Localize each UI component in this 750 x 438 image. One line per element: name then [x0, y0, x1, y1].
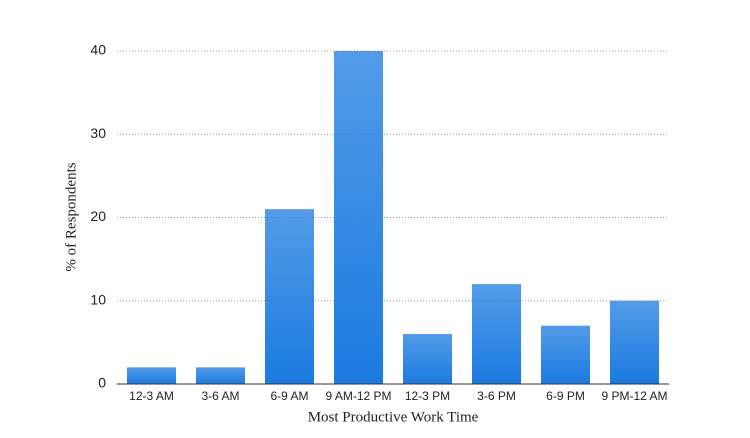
bar [472, 284, 521, 384]
y-axis-label: % of Respondents [63, 162, 79, 271]
y-tick-label: 20 [90, 208, 106, 224]
bar [541, 325, 590, 384]
y-tick-label: 10 [90, 291, 106, 307]
x-tick-label: 12-3 PM [405, 389, 450, 403]
bar [265, 209, 314, 384]
x-tick-label: 3-6 PM [477, 389, 516, 403]
y-tick-label: 0 [98, 375, 106, 391]
x-tick-label: 12-3 AM [129, 389, 174, 403]
x-tick-label: 6-9 AM [270, 389, 308, 403]
bar [610, 300, 659, 384]
x-tick-label: 6-9 PM [546, 389, 585, 403]
y-tick-label: 30 [90, 125, 106, 141]
bar [196, 367, 245, 384]
x-tick-label: 9 PM-12 AM [601, 389, 667, 403]
x-axis-label: Most Productive Work Time [308, 409, 479, 425]
bar [403, 334, 452, 384]
bar [334, 51, 383, 384]
x-tick-label: 9 AM-12 PM [325, 389, 391, 403]
x-tick-label: 3-6 AM [201, 389, 239, 403]
bar [127, 367, 176, 384]
y-tick-label: 40 [90, 42, 106, 58]
